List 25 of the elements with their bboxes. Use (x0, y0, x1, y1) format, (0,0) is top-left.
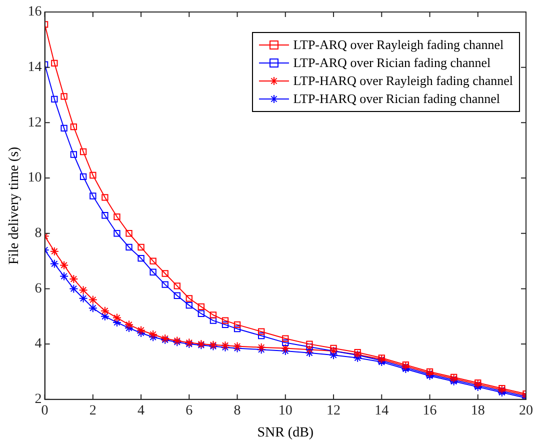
legend-label: LTP-HARQ over Rayleigh fading channel (293, 72, 513, 90)
x-axis-title: SNR (dB) (257, 425, 314, 440)
y-tick-label: 10 (28, 170, 42, 186)
x-tick-label: 6 (186, 403, 193, 418)
x-tick-label: 2 (89, 403, 96, 418)
y-tick-label: 6 (34, 281, 42, 296)
x-tick-label: 12 (326, 403, 341, 418)
legend-label: LTP-HARQ over Rician fading channel (293, 90, 500, 108)
y-tick-label: 14 (28, 60, 42, 76)
y-tick-label: 12 (28, 115, 42, 130)
y-tick-label: 16 (28, 4, 42, 20)
x-tick-label: 20 (519, 403, 533, 418)
y-tick-label: 4 (34, 336, 42, 352)
x-tick-label: 10 (278, 403, 292, 418)
y-tick-label: 2 (34, 392, 42, 408)
x-tick-label: 16 (422, 403, 437, 418)
y-axis-title: File delivery time (s) (7, 146, 22, 265)
legend-label: LTP-ARQ over Rayleigh fading channel (293, 36, 504, 54)
x-tick-label: 18 (470, 403, 485, 418)
x-tick-label: 4 (138, 403, 145, 418)
y-tick-label: 8 (34, 226, 42, 242)
legend-label: LTP-ARQ over Rician fading channel (293, 54, 491, 72)
x-tick-label: 14 (374, 403, 389, 418)
x-tick-label: 0 (41, 403, 48, 418)
x-tick-label: 8 (234, 403, 241, 418)
